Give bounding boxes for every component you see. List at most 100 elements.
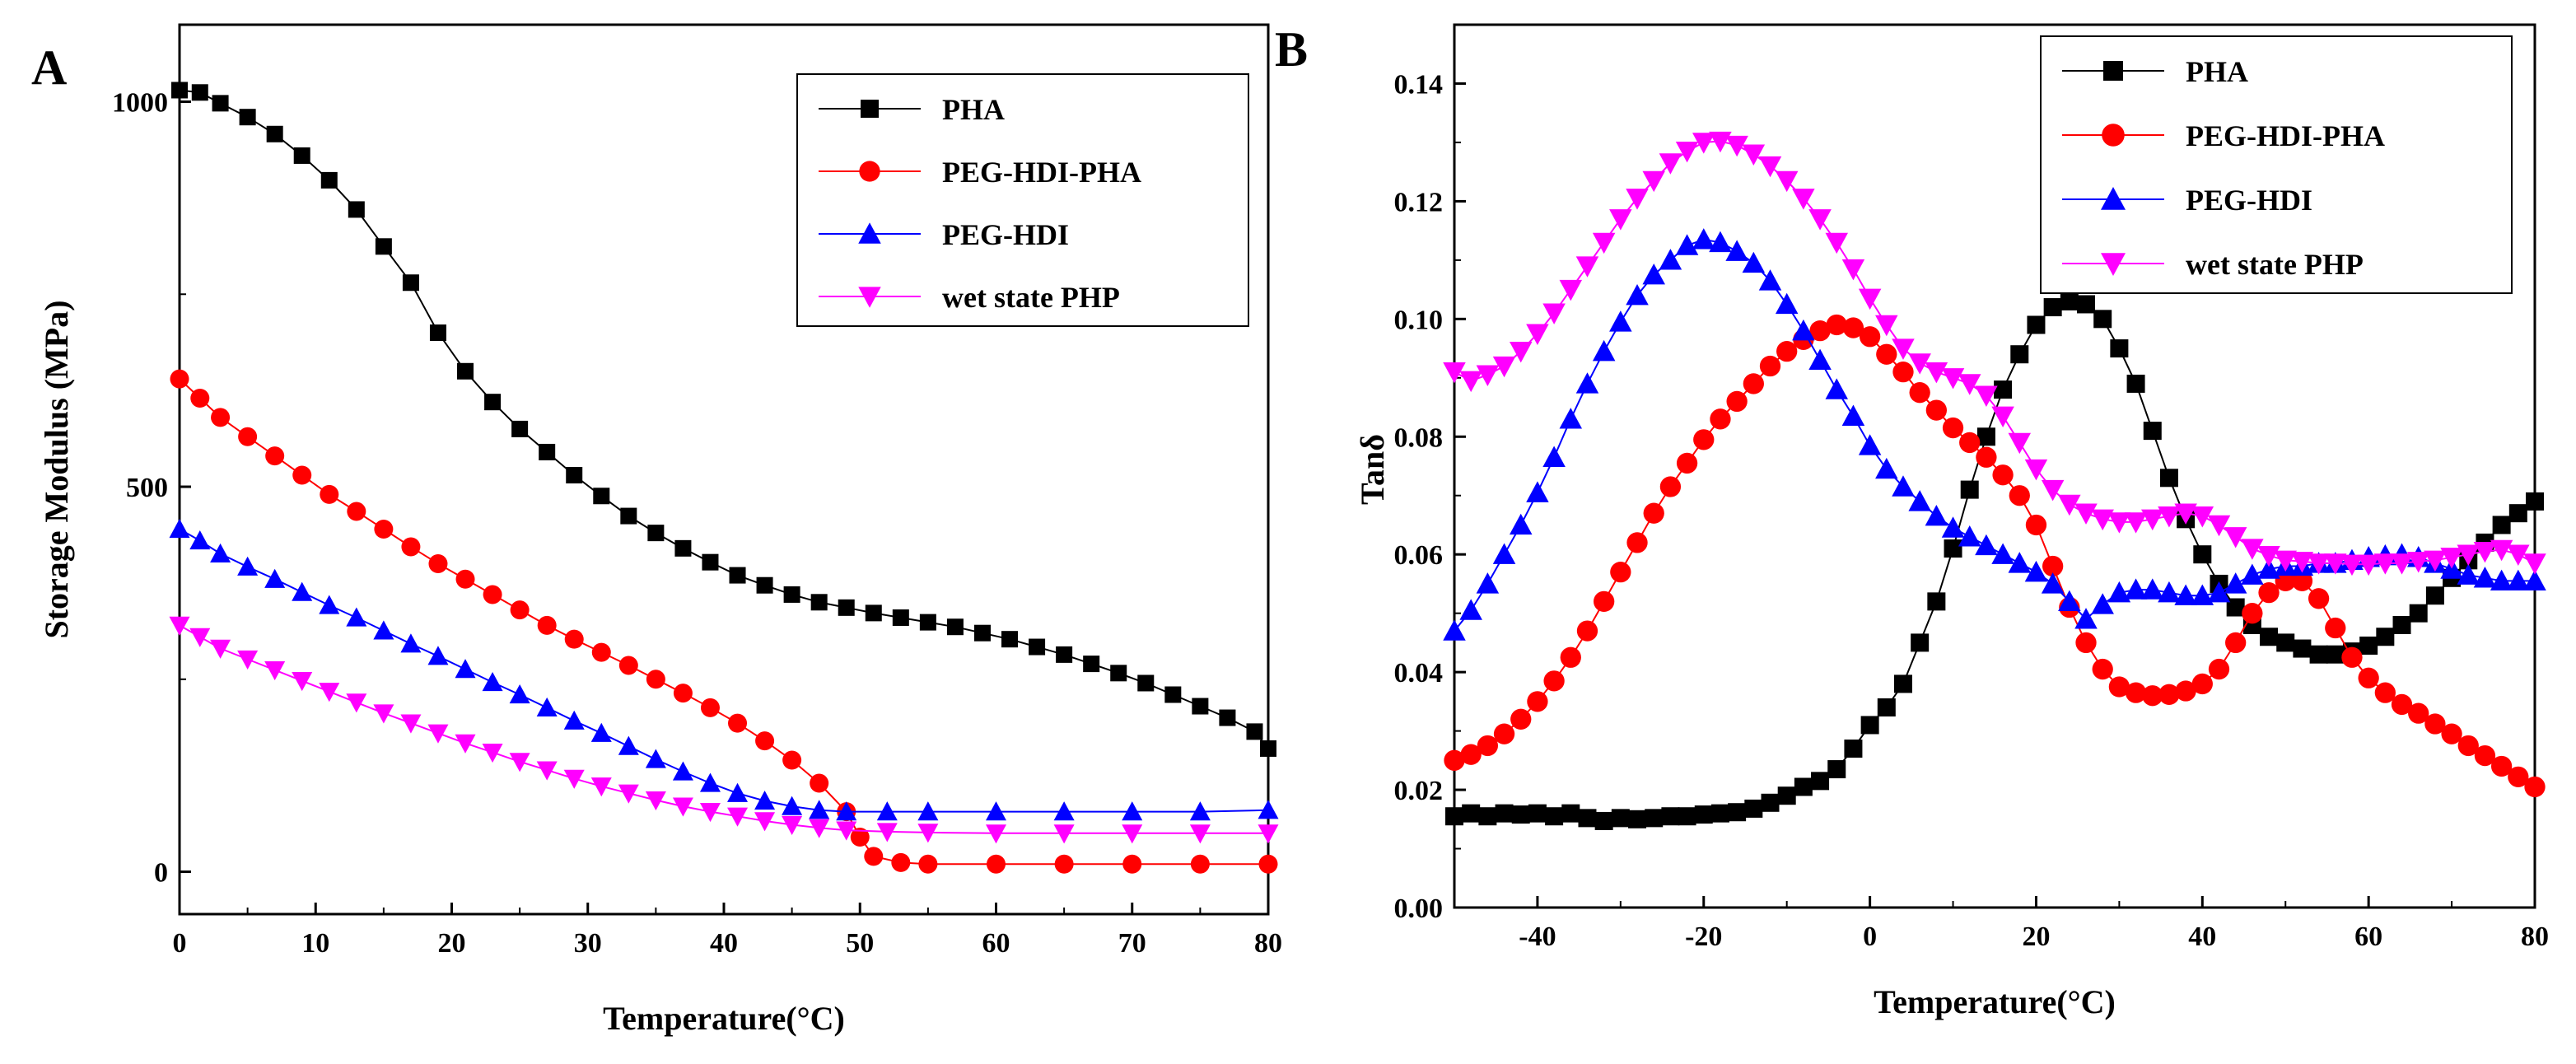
panel-a-data-point-wet-state-php xyxy=(672,797,693,817)
panel-a-x-tick-label: 50 xyxy=(846,928,874,959)
panel-b-data-point-peg-hdi-pha xyxy=(2490,755,2513,777)
panel-b-data-point-peg-hdi-pha xyxy=(2374,682,2396,703)
panel-a-data-point-peg-hdi-pha xyxy=(455,569,475,589)
panel-b-data-point-wet-state-php xyxy=(1609,209,1632,231)
panel-b-data-point-wet-state-php xyxy=(2074,503,2098,525)
panel-a-legend-label-wet-state-php: wet state PHP xyxy=(942,281,1120,314)
panel-b-data-point-wet-state-php xyxy=(2373,553,2397,575)
panel-b-data-point-peg-hdi xyxy=(1642,263,1665,285)
panel-b-data-point-peg-hdi xyxy=(1542,446,1566,467)
panel-a-data-point-pha xyxy=(729,567,746,584)
panel-b-data-point-pha xyxy=(1661,807,1680,826)
panel-b-data-point-pha xyxy=(1794,777,1813,796)
panel-a-data-point-peg-hdi-pha xyxy=(292,465,312,485)
panel-a-series-line-peg-hdi xyxy=(179,528,1269,813)
panel-a-data-point-wet-state-php xyxy=(264,660,286,681)
panel-b-data-point-peg-hdi-pha xyxy=(2009,485,2030,506)
panel-b-data-point-peg-hdi-pha xyxy=(1809,320,1831,342)
panel-a-data-point-pha xyxy=(1137,674,1155,692)
panel-a-data-point-pha xyxy=(320,171,338,189)
panel-a-data-point-peg-hdi-pha xyxy=(211,408,231,427)
panel-a-data-point-pha xyxy=(484,394,502,411)
panel-b-data-point-pha xyxy=(1976,427,1995,446)
panel-b-legend-marker-peg-hdi-pha xyxy=(2102,124,2125,147)
panel-b-data-point-wet-state-php xyxy=(1575,256,1599,278)
panel-a-data-point-peg-hdi xyxy=(563,710,585,730)
panel-a-data-point-wet-state-php xyxy=(373,704,394,724)
panel-b-data-point-peg-hdi xyxy=(2091,593,2114,614)
panel-a-y-tick-label: 0 xyxy=(154,858,168,889)
panel-b-data-point-wet-state-php xyxy=(2406,552,2430,573)
panel-b-data-point-peg-hdi xyxy=(1758,269,1782,291)
panel-a-data-point-pha xyxy=(1110,665,1127,682)
panel-a-x-tick-label: 10 xyxy=(301,928,329,959)
panel-b-data-point-pha xyxy=(2376,628,2395,646)
panel-b-data-point-peg-hdi xyxy=(2523,569,2546,591)
panel-b-data-point-peg-hdi-pha xyxy=(1493,723,1515,744)
panel-a-data-point-peg-hdi xyxy=(809,800,830,819)
panel-a-data-point-pha xyxy=(946,618,964,636)
panel-b-data-point-wet-state-php xyxy=(1841,259,1865,281)
panel-b-data-point-pha xyxy=(2126,374,2145,393)
panel-b-data-point-peg-hdi-pha xyxy=(2308,588,2330,609)
panel-b-data-point-peg-hdi xyxy=(1775,292,1799,315)
panel-b-data-point-peg-hdi xyxy=(1825,378,1848,399)
panel-a-legend-marker-peg-hdi-pha xyxy=(859,161,880,182)
panel-a-series xyxy=(169,82,1279,874)
panel-b-x-tick-label: 40 xyxy=(2188,922,2216,952)
panel-b-data-point-wet-state-php xyxy=(1958,374,1981,395)
panel-a-data-point-wet-state-php xyxy=(699,803,721,823)
panel-b-data-point-peg-hdi xyxy=(2241,563,2264,585)
panel-b-data-point-pha xyxy=(1893,674,1912,693)
panel-b-data-point-peg-hdi-pha xyxy=(1527,691,1548,712)
panel-a-data-point-wet-state-php xyxy=(876,823,898,842)
panel-a-data-point-wet-state-php xyxy=(618,784,639,804)
panel-a-x-tick-label: 40 xyxy=(710,928,738,959)
panel-a-data-point-pha xyxy=(620,507,637,525)
panel-b-data-point-peg-hdi-pha xyxy=(1925,399,1948,421)
panel-b-data-point-peg-hdi-pha xyxy=(2158,684,2180,705)
panel-a-x-tick-label: 60 xyxy=(982,928,1010,959)
panel-b-legend-marker-pha xyxy=(2103,61,2123,81)
panel-a-data-point-pha xyxy=(1056,646,1073,663)
panel-b-data-point-wet-state-php xyxy=(2091,509,2114,531)
panel-a-data-point-wet-state-php xyxy=(237,650,259,670)
panel-a-data-point-peg-hdi xyxy=(986,801,1006,821)
panel-b-data-point-peg-hdi-pha xyxy=(2325,617,2346,639)
panel-b-data-point-peg-hdi xyxy=(2141,578,2164,600)
panel-b-data-point-peg-hdi-pha xyxy=(1576,620,1598,642)
panel-a-data-point-wet-state-php xyxy=(1189,824,1211,844)
panel-b-data-point-wet-state-php xyxy=(1492,356,1516,378)
panel-b-data-point-peg-hdi xyxy=(1808,348,1832,371)
panel-b-data-point-peg-hdi xyxy=(1675,234,1699,255)
panel-b-data-point-pha xyxy=(1462,804,1481,823)
panel-a-data-point-peg-hdi xyxy=(754,791,776,810)
panel-b-y-axis-title: Tanδ xyxy=(1354,434,1391,505)
panel-b-data-point-wet-state-php xyxy=(2274,550,2297,572)
panel-a-data-point-wet-state-php xyxy=(319,683,340,702)
panel-a-data-point-peg-hdi-pha xyxy=(987,854,1006,874)
panel-a-data-point-peg-hdi xyxy=(836,801,857,821)
panel-b-data-point-peg-hdi xyxy=(1443,619,1466,641)
panel-b-data-point-pha xyxy=(1611,809,1630,828)
panel-b-data-point-peg-hdi-pha xyxy=(1759,355,1781,377)
panel-a-data-point-peg-hdi xyxy=(237,556,259,576)
panel-b-data-point-peg-hdi-pha xyxy=(1826,314,1847,336)
panel-b-data-point-peg-hdi-pha xyxy=(2042,555,2064,577)
panel-a-data-point-wet-state-php xyxy=(210,639,231,659)
panel-a-data-point-peg-hdi xyxy=(1053,801,1075,821)
panel-a-data-point-peg-hdi xyxy=(292,581,313,601)
panel-b-legend: PHA PEG-HDI-PHA PEG-HDI wet state PHP xyxy=(2062,55,2385,281)
panel-b-legend-marker-peg-hdi xyxy=(2101,187,2126,210)
panel-b-data-point-peg-hdi-pha xyxy=(1626,532,1648,553)
panel-a-data-point-wet-state-php xyxy=(1122,824,1143,844)
panel-b-data-point-pha xyxy=(2309,645,2328,664)
panel-b-data-point-pha xyxy=(1860,716,1879,735)
panel-b-data-point-pha xyxy=(2010,345,2029,364)
panel-b-y-tick-label: 0.04 xyxy=(1394,658,1444,688)
panel-a-data-point-peg-hdi-pha xyxy=(810,773,829,793)
panel-b-data-point-peg-hdi-pha xyxy=(1710,408,1731,430)
panel-b-data-point-peg-hdi xyxy=(2107,581,2131,603)
panel-a-data-point-peg-hdi xyxy=(917,801,939,821)
panel-a-x-tick-label: 20 xyxy=(438,928,466,959)
